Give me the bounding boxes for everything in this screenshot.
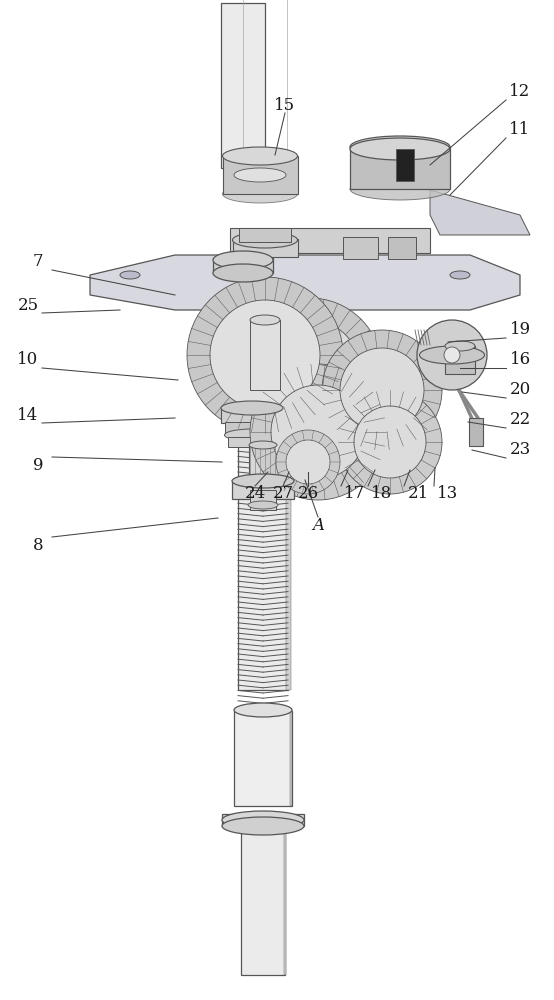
- Ellipse shape: [350, 178, 450, 200]
- Circle shape: [276, 430, 340, 494]
- Ellipse shape: [233, 232, 297, 248]
- Text: 24: 24: [244, 486, 265, 502]
- Circle shape: [238, 298, 382, 442]
- Text: 11: 11: [509, 121, 531, 138]
- Polygon shape: [430, 190, 530, 235]
- Text: 21: 21: [407, 486, 429, 502]
- Bar: [213, 257, 273, 272]
- Text: 26: 26: [297, 486, 319, 502]
- Circle shape: [250, 364, 386, 500]
- Bar: [250, 490, 276, 510]
- Text: 20: 20: [509, 381, 531, 398]
- Ellipse shape: [213, 264, 273, 282]
- Ellipse shape: [419, 346, 485, 364]
- Bar: [228, 437, 276, 447]
- Polygon shape: [90, 255, 520, 310]
- Bar: [233, 239, 297, 257]
- Ellipse shape: [223, 185, 297, 203]
- Ellipse shape: [248, 501, 278, 509]
- Bar: [230, 228, 430, 252]
- Circle shape: [322, 330, 442, 450]
- Text: 10: 10: [17, 352, 39, 368]
- Ellipse shape: [120, 271, 140, 279]
- Bar: [221, 408, 283, 422]
- Ellipse shape: [223, 147, 297, 165]
- Text: 13: 13: [437, 486, 459, 502]
- Text: 22: 22: [509, 412, 531, 428]
- Text: 7: 7: [33, 253, 43, 270]
- Circle shape: [417, 320, 487, 390]
- Bar: [223, 156, 297, 194]
- Ellipse shape: [234, 703, 292, 717]
- Ellipse shape: [222, 811, 304, 829]
- Text: 23: 23: [509, 442, 531, 458]
- Bar: [241, 825, 285, 975]
- Ellipse shape: [445, 341, 475, 351]
- Ellipse shape: [350, 136, 450, 158]
- Bar: [290, 710, 292, 806]
- Circle shape: [338, 390, 442, 494]
- Bar: [284, 825, 286, 975]
- Bar: [221, 2, 265, 167]
- Circle shape: [444, 347, 460, 363]
- Bar: [232, 481, 294, 499]
- Text: 9: 9: [33, 456, 43, 474]
- Ellipse shape: [222, 817, 304, 835]
- Text: 12: 12: [509, 84, 531, 101]
- Ellipse shape: [350, 138, 450, 160]
- Bar: [396, 149, 414, 181]
- Circle shape: [260, 320, 360, 420]
- Bar: [222, 814, 304, 826]
- Ellipse shape: [234, 168, 286, 182]
- Bar: [238, 420, 288, 690]
- Circle shape: [340, 348, 424, 432]
- Ellipse shape: [224, 429, 280, 441]
- Bar: [342, 237, 377, 259]
- Ellipse shape: [221, 401, 283, 415]
- Text: 27: 27: [273, 486, 294, 502]
- Text: 19: 19: [510, 322, 531, 338]
- Text: 8: 8: [33, 536, 43, 554]
- Ellipse shape: [232, 474, 294, 488]
- Text: 18: 18: [371, 486, 393, 502]
- Circle shape: [210, 300, 320, 410]
- Bar: [234, 710, 292, 806]
- Text: 25: 25: [17, 296, 39, 314]
- Circle shape: [354, 406, 426, 478]
- Ellipse shape: [213, 251, 273, 269]
- Bar: [224, 422, 280, 434]
- Circle shape: [286, 440, 330, 484]
- Bar: [249, 445, 277, 475]
- Bar: [388, 237, 416, 259]
- Bar: [285, 420, 290, 690]
- Text: 16: 16: [510, 352, 531, 368]
- Bar: [469, 418, 483, 446]
- Text: A: A: [312, 516, 324, 534]
- Bar: [239, 228, 291, 242]
- Ellipse shape: [249, 441, 277, 449]
- Bar: [250, 320, 280, 390]
- Ellipse shape: [450, 271, 470, 279]
- Circle shape: [271, 385, 365, 479]
- Bar: [350, 147, 450, 189]
- Circle shape: [187, 277, 343, 433]
- Text: 14: 14: [17, 406, 39, 424]
- Text: 17: 17: [345, 486, 366, 502]
- Ellipse shape: [250, 315, 280, 325]
- Text: 15: 15: [274, 97, 296, 113]
- Bar: [445, 346, 475, 374]
